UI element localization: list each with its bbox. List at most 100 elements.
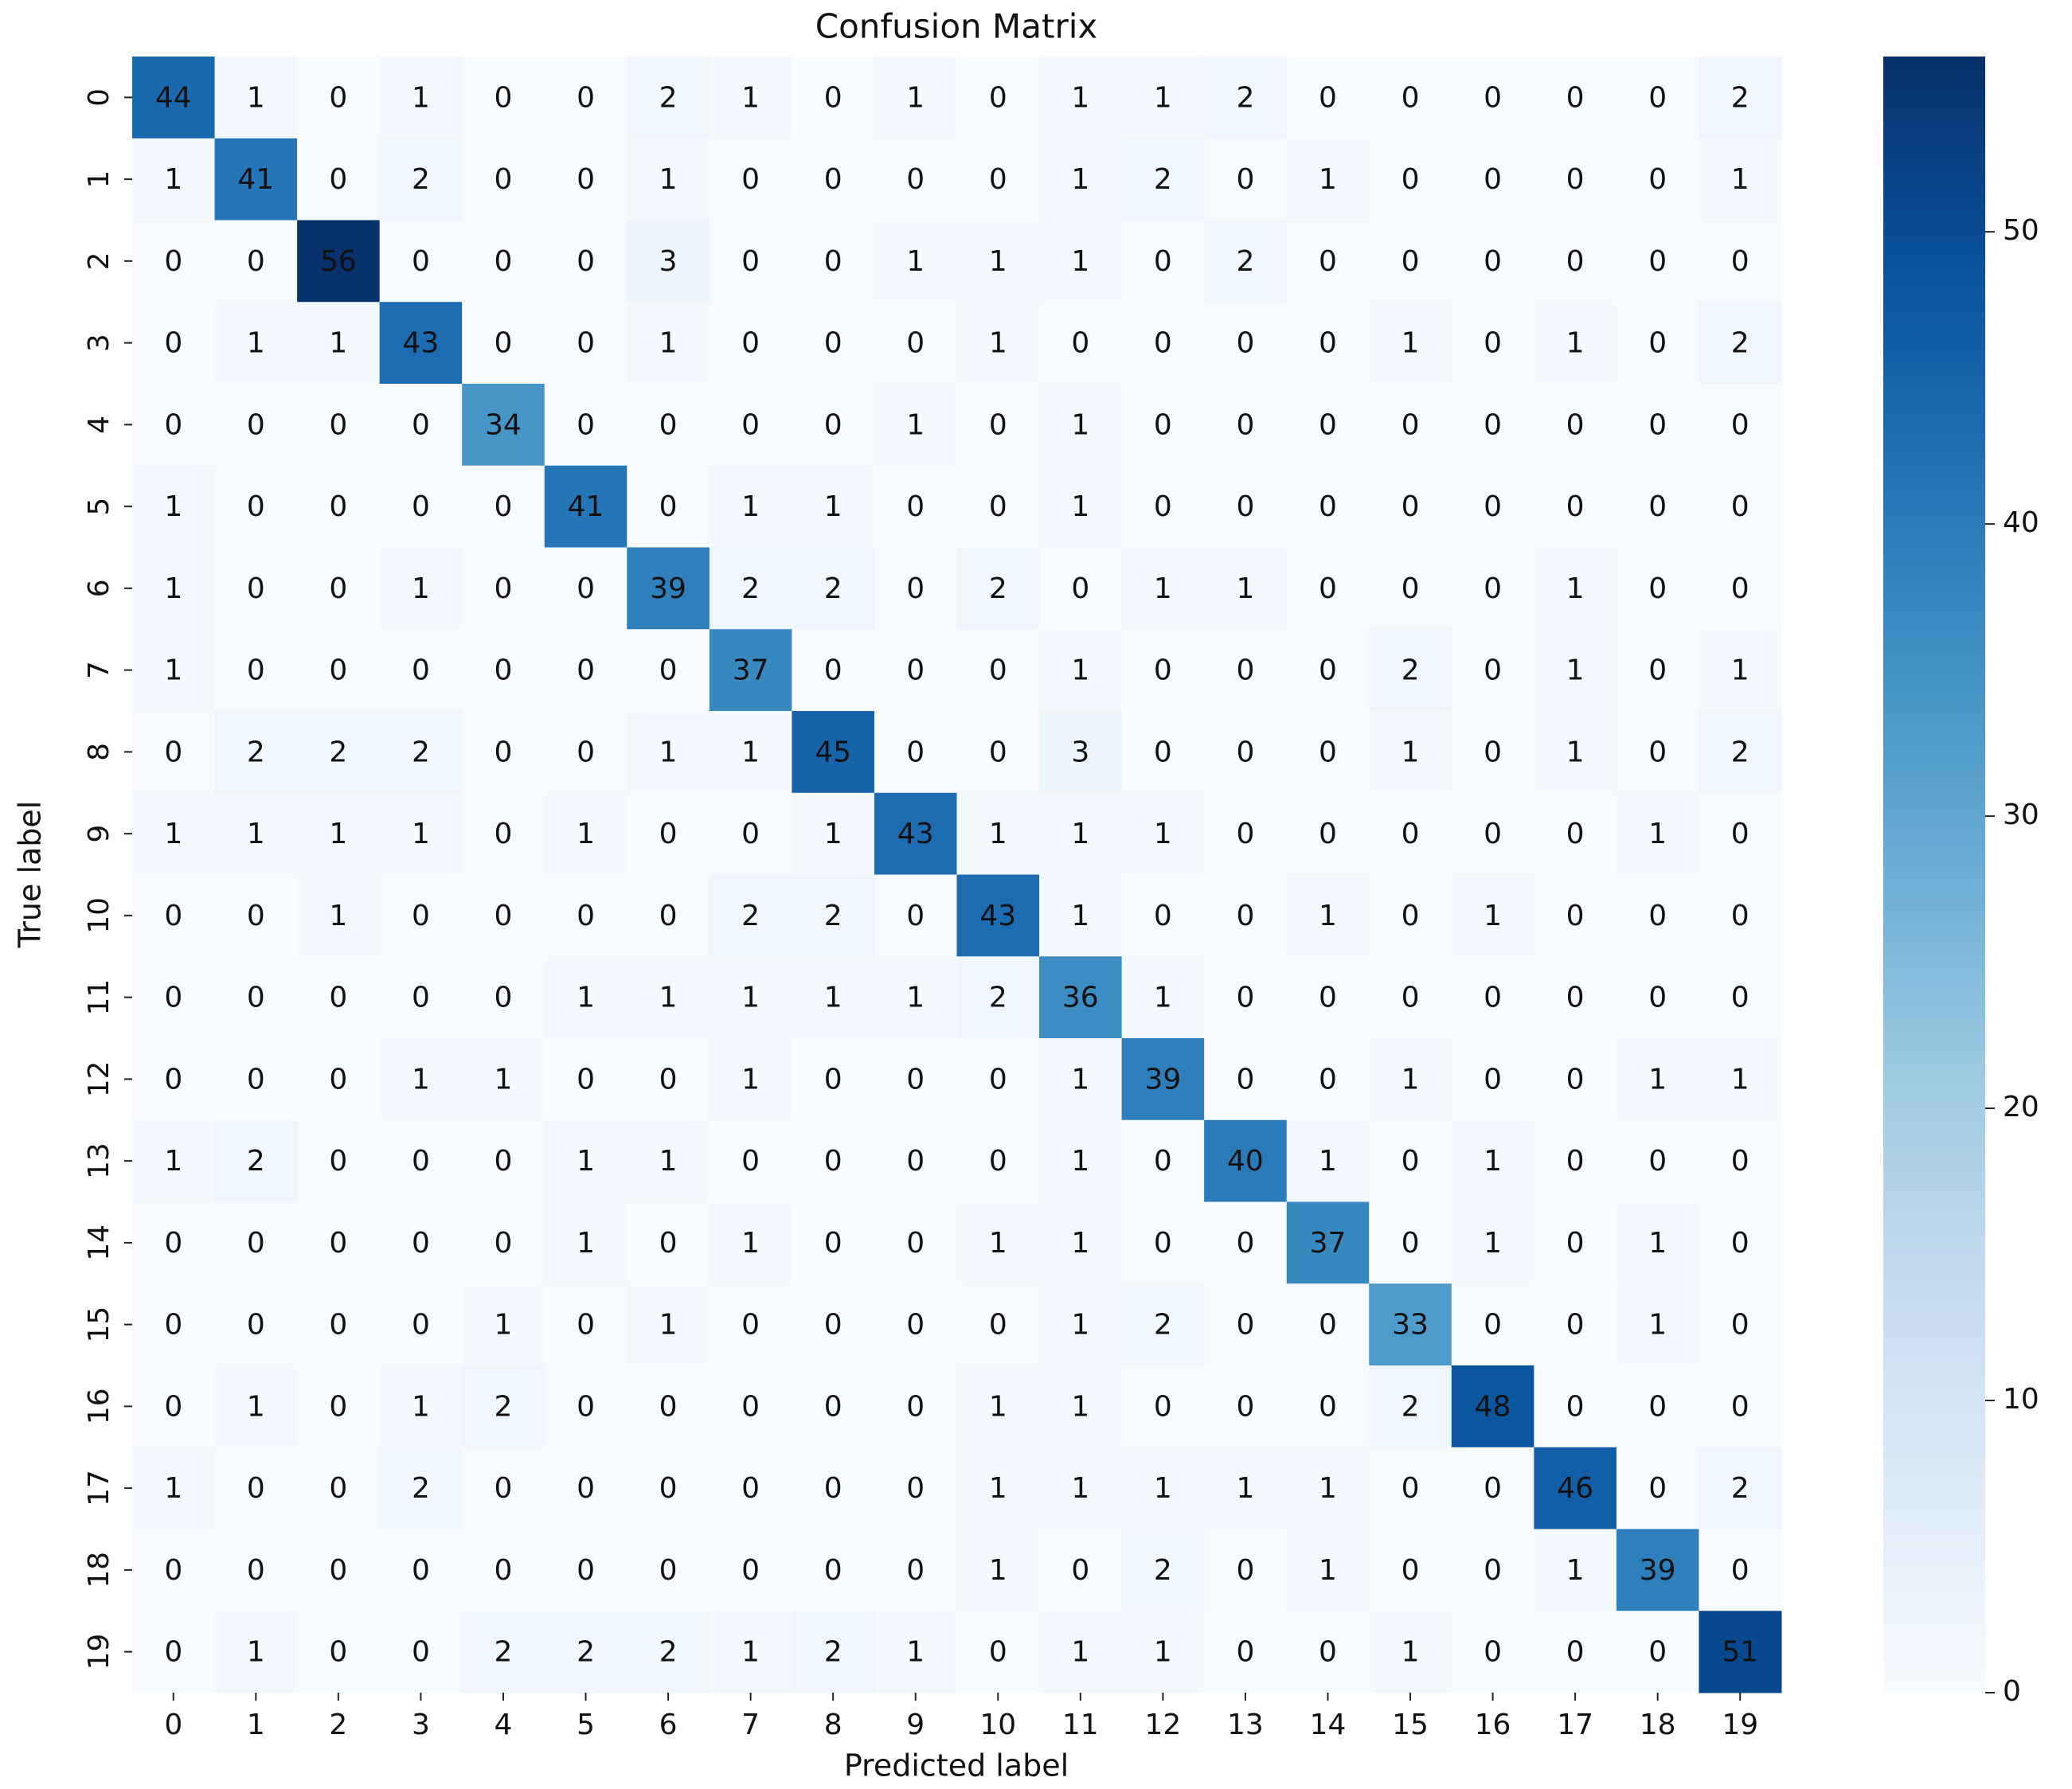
- cell-label: 0: [741, 1145, 760, 1178]
- cell: [214, 138, 298, 221]
- cell: [1451, 629, 1534, 712]
- cell: [709, 792, 792, 875]
- y-tick-label: 1: [83, 170, 115, 189]
- cell: [627, 792, 710, 875]
- cell-label: 0: [1731, 1227, 1749, 1260]
- cell-label: 1: [1071, 818, 1089, 850]
- cell-label: 0: [1484, 654, 1502, 687]
- cell-label: 1: [1566, 1554, 1585, 1587]
- cell-label: 0: [906, 654, 925, 687]
- cell-label: 1: [1319, 163, 1337, 196]
- cell: [874, 1038, 957, 1121]
- cell-label: 1: [989, 818, 1007, 850]
- cell: [1534, 465, 1617, 548]
- cell-label: 0: [824, 408, 842, 441]
- cell: [1534, 1119, 1617, 1202]
- cell: [1204, 1201, 1288, 1284]
- cell-label: 1: [247, 1636, 265, 1669]
- cell: [462, 138, 545, 221]
- cell-label: 1: [1071, 1063, 1089, 1096]
- cell: [1039, 1365, 1123, 1448]
- cell: [1121, 57, 1205, 139]
- cell-label: 1: [1484, 1227, 1502, 1260]
- cell: [1204, 711, 1288, 794]
- cell: [544, 1365, 627, 1448]
- cell-label: 1: [247, 327, 265, 360]
- cell: [379, 1529, 463, 1611]
- cell: [1286, 629, 1370, 712]
- cell: [462, 1283, 545, 1366]
- cell: [792, 465, 875, 548]
- cell-label: 0: [577, 163, 595, 196]
- cell-label: 41: [237, 163, 274, 196]
- cell-label: 1: [164, 1145, 182, 1178]
- cell: [1121, 711, 1205, 794]
- cell-label: 0: [164, 1063, 182, 1096]
- cell-label: 0: [1648, 900, 1667, 932]
- cell-label: 44: [155, 81, 192, 114]
- cell: [874, 547, 957, 630]
- cell-label: 0: [1402, 1472, 1420, 1505]
- cell: [956, 1611, 1040, 1693]
- cell: [1286, 1283, 1370, 1366]
- cell-label: 1: [741, 982, 760, 1014]
- cell-label: 0: [1648, 327, 1667, 360]
- cell: [1699, 956, 1782, 1039]
- cell-label: 0: [741, 327, 760, 360]
- cell: [1369, 629, 1452, 712]
- cell: [956, 547, 1040, 630]
- cell-label: 1: [906, 245, 925, 278]
- cell-label: 0: [1402, 818, 1420, 850]
- cell-label: 0: [1648, 736, 1667, 768]
- cell: [132, 711, 216, 794]
- cell: [132, 384, 216, 467]
- cell: [214, 1201, 298, 1284]
- cell: [1451, 138, 1534, 221]
- cell-label: 0: [824, 1554, 842, 1587]
- cell-label: 0: [1648, 408, 1667, 441]
- cell-label: 1: [1071, 245, 1089, 278]
- cell-label: 0: [1566, 1063, 1585, 1096]
- cell: [462, 629, 545, 712]
- x-tick-label: 4: [495, 1709, 513, 1741]
- cell: [297, 1201, 381, 1284]
- cell: [1534, 711, 1617, 794]
- cell-label: 2: [824, 1636, 842, 1669]
- cell-label: 0: [329, 163, 347, 196]
- cell-label: 2: [1731, 327, 1749, 360]
- y-tick-label: 6: [83, 579, 115, 597]
- y-tick-label: 4: [83, 416, 115, 434]
- cell-label: 1: [495, 1309, 513, 1342]
- cell-label: 0: [1402, 1227, 1420, 1260]
- cell-label: 0: [1154, 327, 1172, 360]
- cell-label: 0: [1648, 982, 1667, 1014]
- chart-title: Confusion Matrix: [815, 7, 1098, 46]
- cell-label: 0: [1648, 81, 1667, 114]
- cell: [379, 1611, 463, 1693]
- cell: [214, 711, 298, 794]
- cell-label: 0: [1484, 1554, 1502, 1587]
- cell: [1616, 138, 1699, 221]
- cell-label: 1: [1071, 1309, 1089, 1342]
- cell-label: 1: [741, 1227, 760, 1260]
- cell-label: 0: [824, 81, 842, 114]
- cell-label: 0: [412, 1145, 430, 1178]
- cell-label: 2: [1236, 81, 1254, 114]
- y-axis-label: True label: [13, 801, 48, 949]
- y-tick-label: 2: [83, 252, 115, 270]
- cell: [1121, 138, 1205, 221]
- cell: [792, 220, 875, 303]
- cell-label: 1: [989, 1472, 1007, 1505]
- cell-label: 2: [1402, 654, 1420, 687]
- y-tick-label: 9: [83, 825, 115, 843]
- cell-label: 2: [1731, 736, 1749, 768]
- cell-label: 3: [1071, 736, 1089, 768]
- cell: [956, 629, 1040, 712]
- cell: [1616, 792, 1699, 875]
- cell-label: 0: [1402, 1554, 1420, 1587]
- cell-label: 0: [1484, 736, 1502, 768]
- cell: [214, 1283, 298, 1366]
- cell: [792, 547, 875, 630]
- cell-label: 2: [659, 1636, 678, 1669]
- cell: [1451, 711, 1534, 794]
